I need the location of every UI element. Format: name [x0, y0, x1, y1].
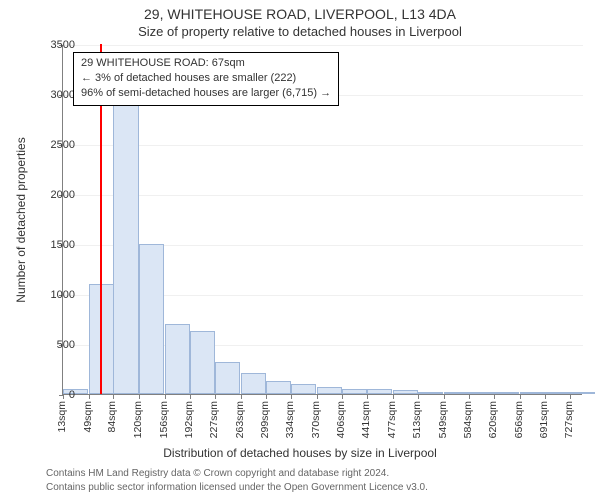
- xtick-label: 513sqm: [411, 401, 423, 438]
- histogram-bar: [139, 244, 164, 394]
- gridline: [63, 45, 583, 46]
- histogram-bar: [342, 389, 367, 395]
- histogram-bar: [444, 392, 469, 394]
- ytick-label: 2000: [35, 189, 75, 201]
- ytick-label: 500: [35, 339, 75, 351]
- xtick-mark: [494, 395, 495, 399]
- annotation-line2: ← 3% of detached houses are smaller (222…: [81, 71, 331, 86]
- xtick-label: 13sqm: [56, 401, 68, 433]
- xtick-mark: [165, 395, 166, 399]
- xtick-label: 84sqm: [106, 401, 118, 433]
- histogram-bar: [165, 324, 190, 394]
- xtick-label: 727sqm: [563, 401, 575, 438]
- ytick-label: 3000: [35, 89, 75, 101]
- xtick-label: 299sqm: [259, 401, 271, 438]
- histogram-bar: [215, 362, 240, 394]
- xtick-label: 227sqm: [208, 401, 220, 438]
- histogram-bar: [367, 389, 392, 394]
- xtick-mark: [139, 395, 140, 399]
- xtick-label: 192sqm: [183, 401, 195, 438]
- chart-title-sub: Size of property relative to detached ho…: [0, 24, 600, 39]
- xtick-mark: [317, 395, 318, 399]
- histogram-bar: [190, 331, 215, 394]
- histogram-bar: [266, 381, 291, 394]
- annotation-box: 29 WHITEHOUSE ROAD: 67sqm ← 3% of detach…: [73, 52, 339, 106]
- xtick-mark: [266, 395, 267, 399]
- xtick-label: 549sqm: [437, 401, 449, 438]
- xtick-mark: [241, 395, 242, 399]
- gridline: [63, 195, 583, 196]
- histogram-bar: [393, 390, 418, 395]
- y-axis-label: Number of detached properties: [14, 137, 28, 302]
- xtick-mark: [444, 395, 445, 399]
- xtick-mark: [291, 395, 292, 399]
- xtick-mark: [113, 395, 114, 399]
- histogram-bar: [241, 373, 266, 394]
- xtick-label: 691sqm: [538, 401, 550, 438]
- histogram-bar: [469, 392, 494, 394]
- xtick-label: 156sqm: [158, 401, 170, 438]
- xtick-mark: [367, 395, 368, 399]
- xtick-label: 49sqm: [82, 401, 94, 433]
- xtick-label: 584sqm: [462, 401, 474, 438]
- annotation-line3: 96% of semi-detached houses are larger (…: [81, 86, 331, 101]
- xtick-label: 441sqm: [360, 401, 372, 438]
- xtick-mark: [342, 395, 343, 399]
- xtick-label: 370sqm: [310, 401, 322, 438]
- histogram-bar: [545, 392, 570, 394]
- gridline: [63, 145, 583, 146]
- ytick-label: 3500: [35, 39, 75, 51]
- histogram-bar: [520, 392, 545, 394]
- ytick-label: 2500: [35, 139, 75, 151]
- xtick-label: 406sqm: [335, 401, 347, 438]
- xtick-mark: [418, 395, 419, 399]
- histogram-bar: [317, 387, 342, 394]
- xtick-label: 334sqm: [284, 401, 296, 438]
- xtick-mark: [570, 395, 571, 399]
- xtick-mark: [215, 395, 216, 399]
- histogram-bar: [291, 384, 316, 394]
- xtick-mark: [89, 395, 90, 399]
- xtick-mark: [393, 395, 394, 399]
- xtick-mark: [545, 395, 546, 399]
- xtick-label: 477sqm: [386, 401, 398, 438]
- xtick-mark: [190, 395, 191, 399]
- xtick-label: 656sqm: [513, 401, 525, 438]
- xtick-mark: [520, 395, 521, 399]
- histogram-bar: [113, 79, 138, 394]
- x-axis-label: Distribution of detached houses by size …: [0, 446, 600, 460]
- xtick-label: 120sqm: [132, 401, 144, 438]
- histogram-bar: [570, 392, 595, 394]
- annotation-line1: 29 WHITEHOUSE ROAD: 67sqm: [81, 56, 331, 71]
- ytick-label: 0: [35, 389, 75, 401]
- attribution-line2: Contains public sector information licen…: [46, 482, 428, 493]
- attribution-line1: Contains HM Land Registry data © Crown c…: [46, 468, 389, 479]
- chart-container: 29, WHITEHOUSE ROAD, LIVERPOOL, L13 4DA …: [0, 0, 600, 500]
- histogram-bar: [418, 392, 443, 394]
- xtick-label: 620sqm: [487, 401, 499, 438]
- xtick-mark: [469, 395, 470, 399]
- chart-title-main: 29, WHITEHOUSE ROAD, LIVERPOOL, L13 4DA: [0, 6, 600, 22]
- ytick-label: 1500: [35, 239, 75, 251]
- histogram-bar: [494, 392, 519, 394]
- xtick-label: 263sqm: [234, 401, 246, 438]
- ytick-label: 1000: [35, 289, 75, 301]
